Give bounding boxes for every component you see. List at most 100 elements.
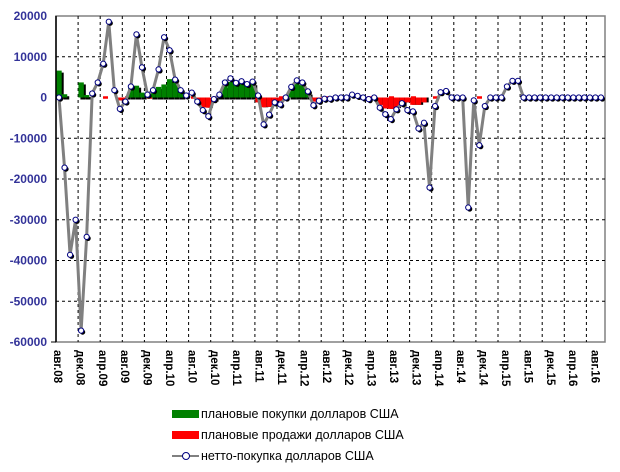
data-point [564,94,571,101]
x-tick-label: авг.16 [589,350,601,383]
data-point [487,94,494,101]
x-tick-label: апр.12 [297,350,309,386]
data-point [531,94,538,101]
sale-bar [266,97,272,107]
data-point [509,77,516,84]
data-point [525,94,533,101]
data-point [448,94,455,101]
x-tick-label: авг.13 [387,350,399,383]
data-point [337,94,345,101]
data-point [271,99,278,106]
y-tick-label: -50000 [10,294,48,308]
legend-item-purchases: плановые покупки долларов США [172,403,404,424]
data-point [116,105,123,113]
plot-area [55,15,606,343]
data-point [61,164,68,171]
y-tick-label: -30000 [10,213,48,227]
sale-bar [393,97,400,109]
y-tick-label: -20000 [10,172,48,186]
bar-shadow [63,96,70,100]
legend-swatch-red [172,430,199,439]
y-tick-label: 0 [40,91,47,105]
sale-bar [404,97,411,103]
data-point [72,216,79,223]
data-point [360,94,367,101]
data-point [476,142,483,149]
grid [55,15,606,343]
legend-label: плановые продажи долларов США [201,427,404,442]
purchase-bar [139,92,145,98]
x-tick-label: авг.11 [253,350,265,383]
data-point [420,119,428,126]
x-tick-label: дек.13 [409,350,421,385]
data-point [277,101,284,108]
data-point [570,94,577,101]
data-point [326,95,334,102]
y-tick-label: 20000 [14,9,48,23]
x-tick-label: авг.10 [185,350,197,383]
data-point [459,94,466,101]
data-point [310,102,317,109]
legend-label: нетто-покупка долларов США [201,448,374,463]
legend-item-sales: плановые продажи долларов США [172,424,404,445]
sale-bar [200,97,206,108]
data-point [172,76,179,83]
data-point [537,94,544,101]
x-tick-label: апр.13 [365,350,377,386]
data-point [133,31,140,38]
data-point [55,94,63,101]
data-point [415,125,422,132]
x-tick-label: дек.12 [342,350,354,385]
data-point [199,107,206,114]
data-point [437,89,444,96]
purchase-bar [299,85,306,98]
axes: 20000 10000 0 -10000 -20000 -30000 -40000 -5000… [10,9,601,387]
data-point [243,80,251,88]
x-tick-label: дек.14 [477,350,489,386]
data-point [365,96,372,103]
data-point [210,96,217,103]
purchase-bar [128,87,134,98]
data-point [393,106,400,113]
x-tick-label: авг.12 [320,350,332,383]
data-point [321,95,328,102]
purchase-bar [133,85,140,98]
purchase-bar [244,84,250,98]
purchase-bar [56,70,62,98]
sale-bar [117,97,123,101]
data-point [221,79,228,86]
data-point [238,78,245,85]
legend-item-net: нетто-покупка долларов США [172,445,404,466]
sale-bar [410,97,416,105]
data-point [597,94,605,101]
data-point [586,94,593,101]
x-tick-label: апр.11 [230,350,242,386]
data-point [293,77,300,84]
data-point [232,79,240,86]
x-tick-label: авг.14 [454,350,466,384]
purchase-bar [288,88,294,98]
purchase-bar [227,82,234,98]
data-point [94,79,101,86]
data-point [431,102,439,110]
purchase-bar [161,84,167,98]
data-point [205,113,212,120]
x-tick-label: дек.11 [275,350,287,385]
data-point [465,204,472,211]
x-tick-label: дек.08 [73,350,85,386]
data-point [382,111,389,118]
data-point [266,111,273,118]
data-point [160,34,168,41]
data-point [354,92,361,99]
purchase-bar [177,92,184,98]
data-point [260,121,267,128]
data-point [387,115,394,123]
x-tick-label: апр.09 [96,350,108,386]
data-point [376,104,383,111]
sale-bar [205,97,212,108]
data-point [254,92,262,99]
data-point [409,108,417,115]
purchase-bar [155,86,162,98]
data-point [398,100,405,107]
data-point [122,98,129,105]
